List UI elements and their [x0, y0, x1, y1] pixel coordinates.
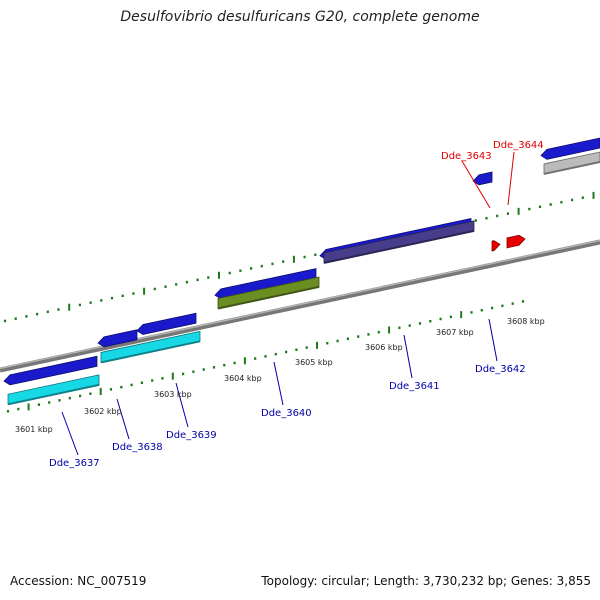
- scale-label: 3604 kbp: [224, 374, 262, 383]
- gene-label-dde-3639[interactable]: Dde_3639: [166, 430, 217, 441]
- accession-text: Accession: NC_007519: [10, 574, 147, 588]
- gene-dde-3638: [97, 329, 138, 348]
- gene-label-dde-3638[interactable]: Dde_3638: [112, 442, 163, 453]
- scale-label: 3608 kbp: [507, 317, 545, 326]
- gene-label-dde-3644[interactable]: Dde_3644: [493, 140, 544, 151]
- map-title: Desulfovibrio desulfuricans G20, complet…: [120, 9, 480, 25]
- scale-label: 3602 kbp: [84, 407, 122, 416]
- gene-label-dde-3643[interactable]: Dde_3643: [441, 151, 492, 162]
- label-leader-lines: [61, 151, 515, 456]
- gene-label-dde-3641[interactable]: Dde_3641: [389, 381, 440, 392]
- scale-label: 3605 kbp: [295, 358, 333, 367]
- scale-label: 3603 kbp: [154, 390, 192, 399]
- cog-bar-partial-edge: [543, 161, 600, 175]
- genome-backbone-highlight: [0, 239, 600, 370]
- label-leader: [273, 361, 284, 406]
- cog-bar-dde-3641-edge: [323, 229, 475, 264]
- label-leader: [175, 382, 189, 428]
- gene-label-dde-3637[interactable]: Dde_3637: [49, 458, 100, 469]
- cog-bar-partial: [543, 151, 600, 175]
- label-leader: [461, 160, 491, 209]
- cog-bar-dde-3637-edge: [7, 383, 100, 406]
- gene-dde-3637: [3, 355, 98, 386]
- scale-tick-track: [6, 300, 525, 413]
- scale-label: 3601 kbp: [15, 425, 53, 434]
- label-leader: [403, 334, 413, 379]
- scale-label: 3606 kbp: [365, 343, 403, 352]
- label-leader: [507, 151, 515, 206]
- genome-summary-text: Topology: circular; Length: 3,730,232 bp…: [261, 574, 591, 588]
- feature-track: [3, 137, 600, 406]
- outer-tick-track: [3, 191, 595, 323]
- genome-backbone: [0, 239, 600, 373]
- gene-dde-3643: [491, 240, 501, 252]
- label-leader: [116, 398, 130, 440]
- label-leader: [61, 411, 79, 456]
- gene-dde-3639: [136, 312, 197, 335]
- label-leader: [488, 318, 498, 362]
- gene-label-dde-3642[interactable]: Dde_3642: [475, 364, 526, 375]
- gene-label-dde-3640[interactable]: Dde_3640: [261, 408, 312, 419]
- cog-bar-dde-3640-edge: [217, 285, 320, 310]
- scale-label: 3607 kbp: [436, 328, 474, 337]
- gene-dde-3644: [506, 234, 526, 249]
- cog-bar-dde-3638-edge: [100, 340, 201, 364]
- gene-dde-3642: [472, 171, 493, 186]
- cog-bar-dde-3641: [323, 220, 475, 264]
- gene-partial: [540, 137, 600, 160]
